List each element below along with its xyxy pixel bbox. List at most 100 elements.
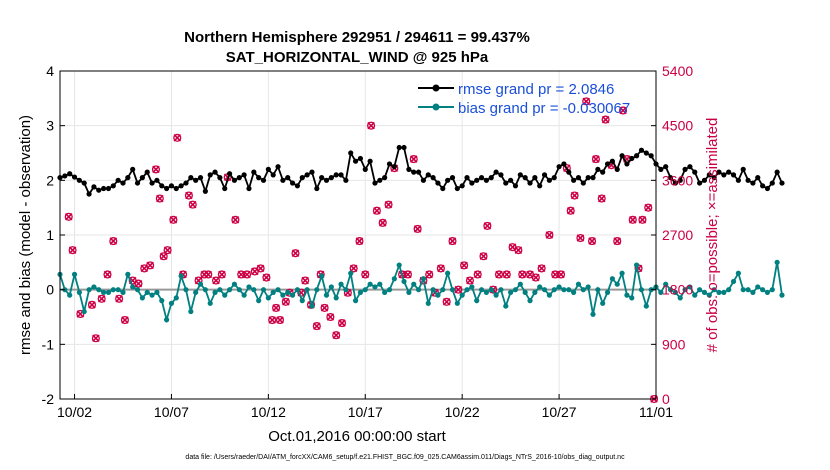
obs-point xyxy=(146,261,155,270)
bias-point xyxy=(711,287,717,293)
obs-possible-marker xyxy=(448,237,457,246)
obs-possible-marker xyxy=(587,237,597,246)
chart-title: Northern Hemisphere 292951 / 294611 = 99… xyxy=(184,29,530,46)
obs-possible-marker xyxy=(97,294,106,303)
bias-point xyxy=(96,287,102,293)
rmse-point xyxy=(188,175,194,181)
obs-point xyxy=(169,215,178,224)
rmse-point xyxy=(730,172,737,178)
rmse-point xyxy=(86,191,92,197)
rmse-point xyxy=(493,169,499,175)
bias-point xyxy=(551,287,557,293)
rmse-point xyxy=(377,177,383,183)
obs-possible-marker xyxy=(272,303,281,312)
y-right-tick-label: 3600 xyxy=(662,172,693,188)
bias-point xyxy=(643,303,649,309)
rmse-point xyxy=(692,169,698,175)
obs-point xyxy=(320,303,329,312)
obs-assimilated-marker xyxy=(276,316,284,324)
obs-assimilated-marker xyxy=(532,273,540,282)
obs-possible-marker xyxy=(518,270,527,279)
rmse-point xyxy=(551,175,557,181)
x-tick-label: 10/02 xyxy=(57,404,92,420)
rmse-point xyxy=(769,180,775,186)
bias-point xyxy=(459,292,465,298)
rmse-point xyxy=(270,172,276,178)
obs-assimilated-marker xyxy=(483,222,492,230)
rmse-point xyxy=(449,175,456,181)
bias-point xyxy=(304,287,310,293)
obs-assimilated-marker xyxy=(103,270,112,279)
obs-assimilated-marker xyxy=(367,121,375,130)
obs-possible-marker xyxy=(531,273,540,282)
rmse-point xyxy=(634,153,640,159)
bias-point xyxy=(406,289,412,295)
bias-point xyxy=(285,289,291,295)
bias-point xyxy=(256,298,262,304)
rmse-point xyxy=(159,183,165,189)
rmse-point xyxy=(115,177,121,183)
obs-point xyxy=(115,294,124,303)
obs-point xyxy=(384,200,393,209)
obs-point xyxy=(601,115,610,124)
rmse-point xyxy=(687,164,693,170)
obs-point xyxy=(537,264,546,273)
bias-point xyxy=(367,281,373,287)
obs-assimilated-marker xyxy=(582,97,590,106)
y-tick-label: -1 xyxy=(42,336,55,352)
obs-assimilated-marker xyxy=(551,270,559,279)
rmse-point xyxy=(105,185,112,192)
obs-possible-marker xyxy=(566,206,575,215)
rmse-point xyxy=(328,175,334,181)
obs-point xyxy=(109,237,118,246)
legend-bias-label: bias grand pr = -0.030067 xyxy=(458,100,630,117)
rmse-point xyxy=(638,147,645,153)
bias-point xyxy=(464,287,470,293)
obs-point xyxy=(502,270,511,279)
rmse-point xyxy=(241,172,247,178)
right-axis: 0 900 1800 2700 3600 4500 5400 xyxy=(651,63,693,407)
rmse-point xyxy=(609,158,615,164)
obs-possible-marker xyxy=(134,279,143,288)
obs-point xyxy=(372,206,381,215)
obs-assimilated-marker xyxy=(526,270,534,279)
obs-assimilated-marker xyxy=(204,270,213,279)
obs-assimilated-marker xyxy=(638,216,647,224)
obs-assimilated-marker xyxy=(448,237,457,245)
rmse-point xyxy=(619,153,625,159)
y-tick-label: 0 xyxy=(46,282,54,298)
bias-point xyxy=(537,284,543,290)
y-right-tick-label: 4500 xyxy=(662,118,693,134)
bias-point xyxy=(265,295,271,301)
obs-point xyxy=(638,215,647,224)
rmse-point xyxy=(532,175,538,181)
obs-possible-marker xyxy=(591,155,600,164)
bias-point xyxy=(139,295,145,301)
bias-point xyxy=(735,270,741,276)
bias-point xyxy=(508,289,514,295)
obs-point xyxy=(494,270,504,279)
obs-assimilated-marker xyxy=(332,331,340,339)
bias-point xyxy=(474,298,480,304)
bias-point xyxy=(352,298,359,304)
obs-possible-marker xyxy=(403,270,412,279)
rmse-point xyxy=(677,177,683,183)
obs-possible-marker xyxy=(425,270,434,279)
obs-possible-marker xyxy=(576,233,585,243)
bias-point xyxy=(774,259,780,265)
bias-point xyxy=(372,284,378,290)
rmse-point xyxy=(101,185,107,192)
rmse-point xyxy=(522,175,528,181)
rmse-point xyxy=(478,175,485,181)
rmse-point xyxy=(682,166,688,172)
rmse-point xyxy=(212,169,218,175)
obs-possible-marker xyxy=(537,264,546,273)
bias-point xyxy=(716,289,722,295)
obs-assimilated-marker xyxy=(169,216,178,224)
bias-point xyxy=(289,292,296,298)
obs-point xyxy=(275,315,285,325)
bias-point xyxy=(362,287,368,293)
rmse-point xyxy=(236,175,242,181)
bias-point xyxy=(590,311,596,317)
bias-point xyxy=(430,287,436,293)
